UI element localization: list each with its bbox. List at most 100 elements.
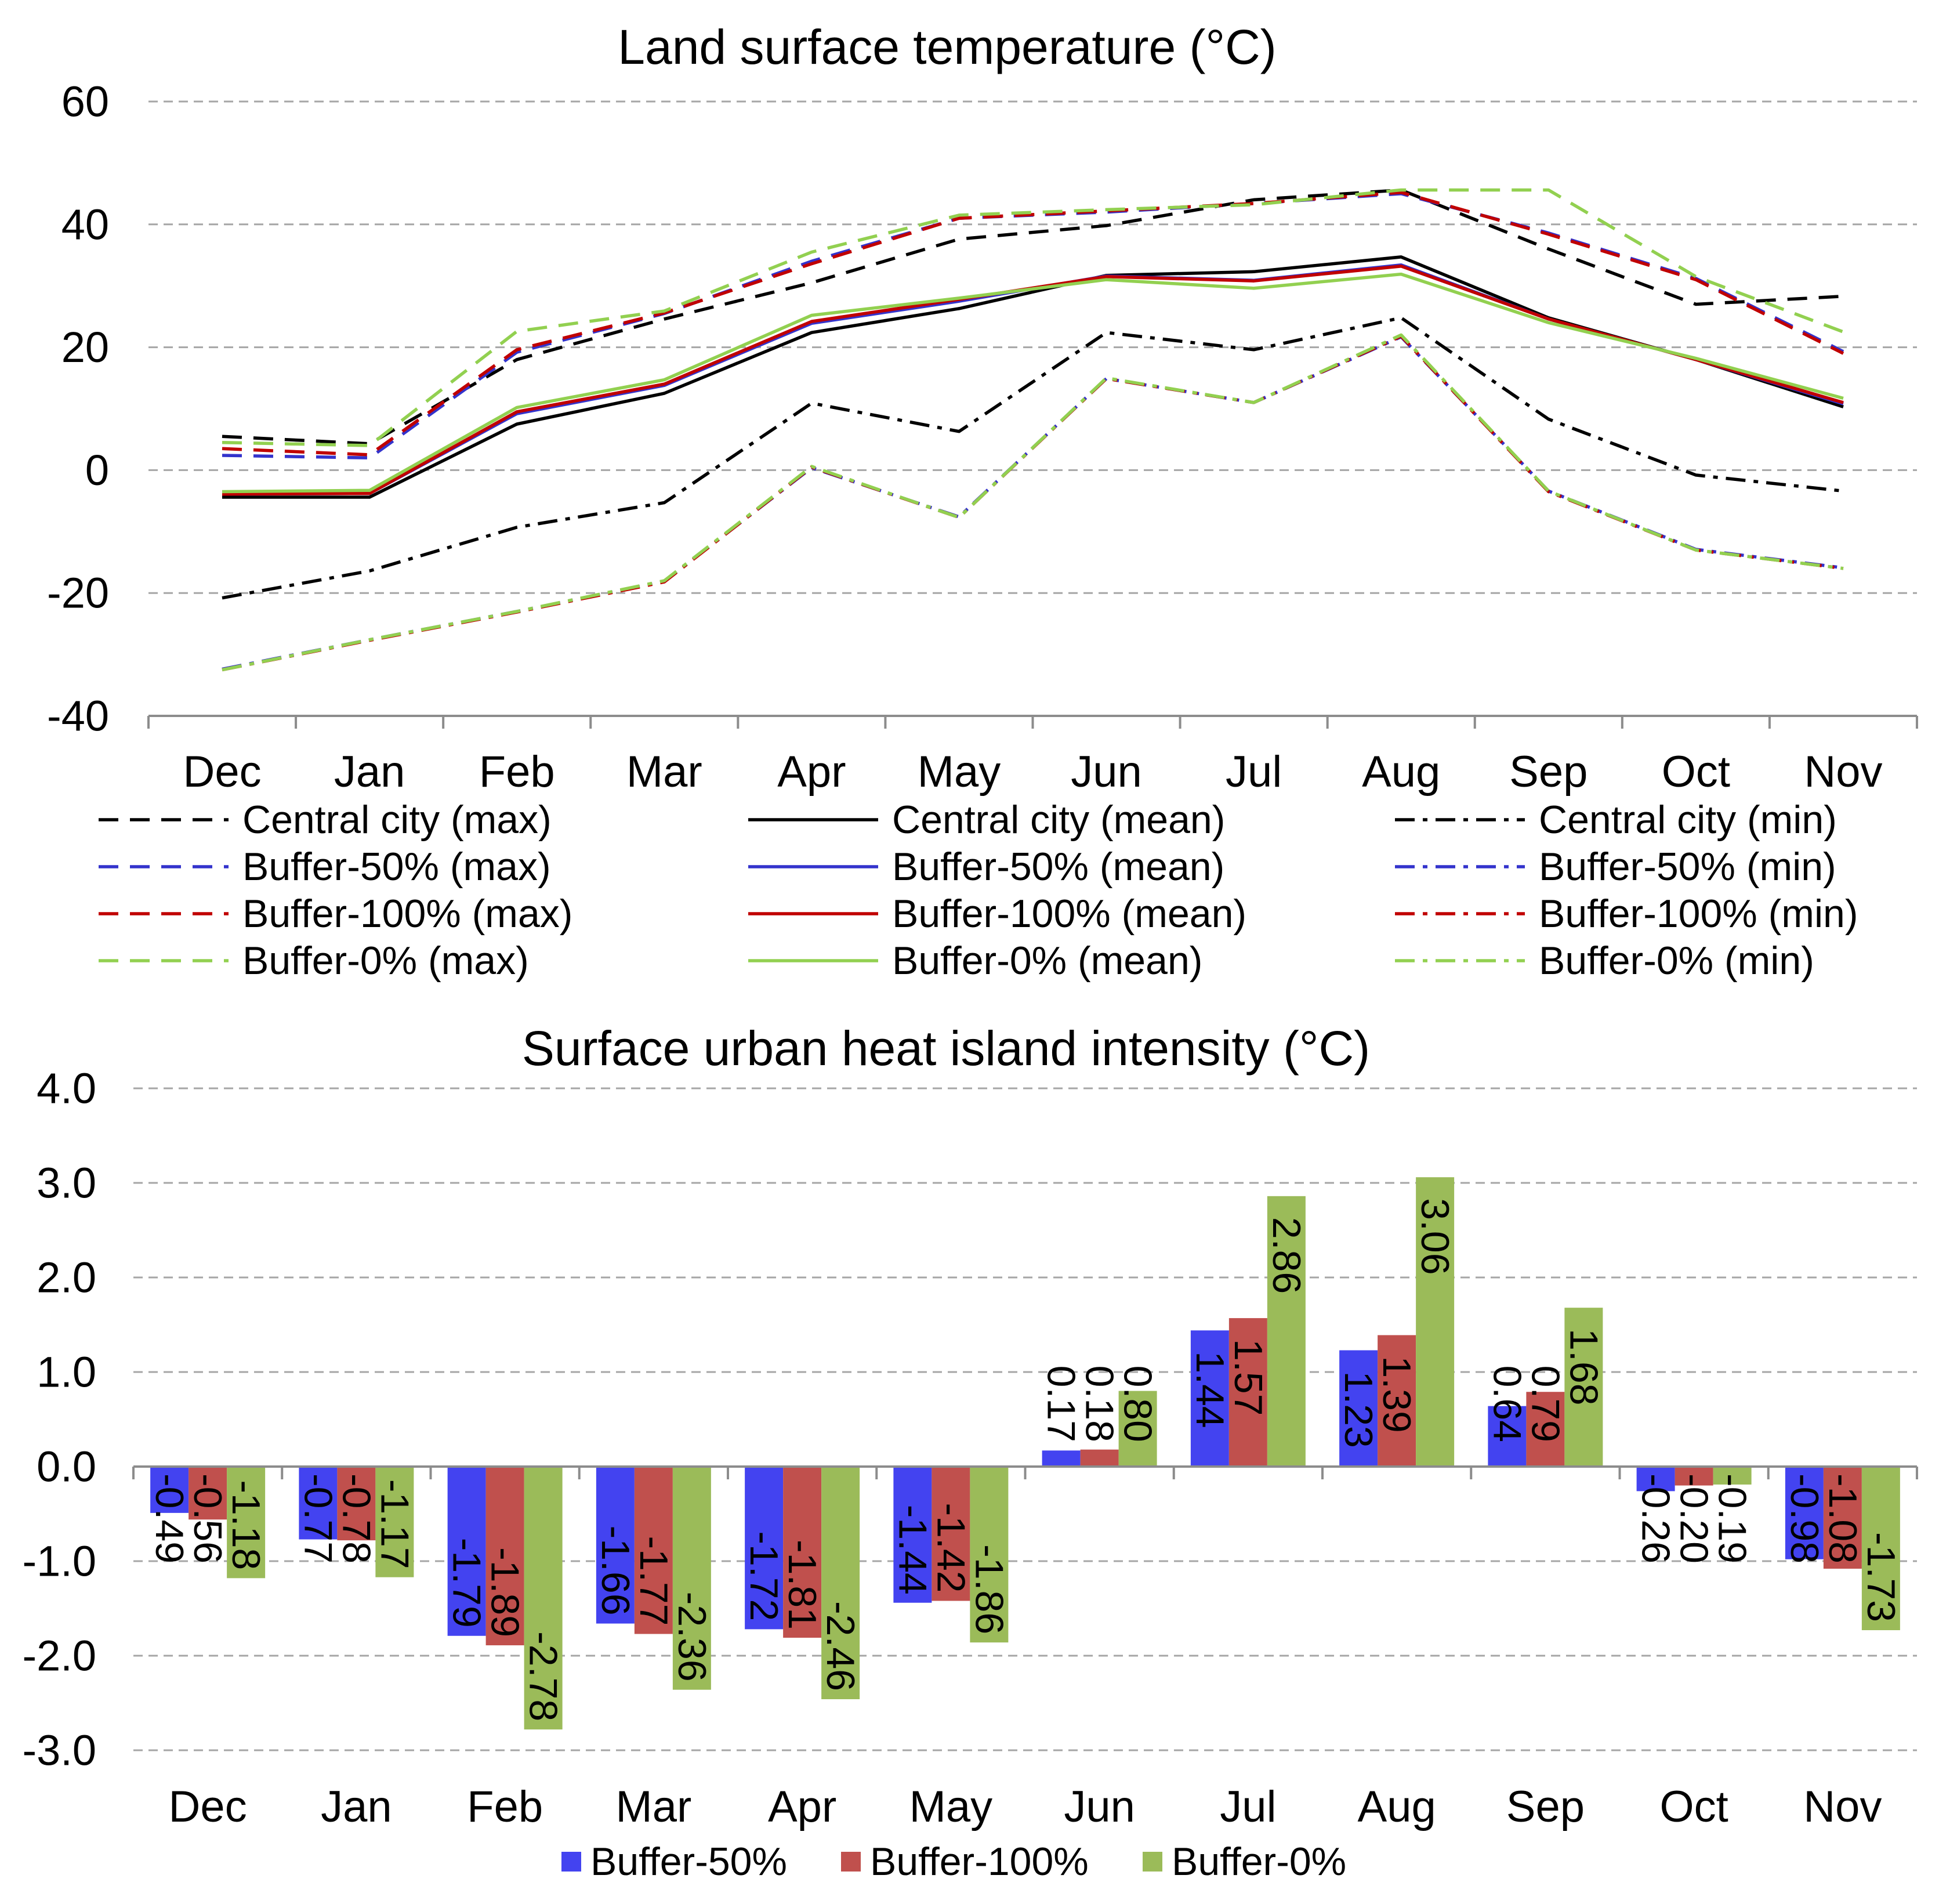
suhi-bar-buffer-100pct-oct xyxy=(1675,1467,1713,1486)
suhi-data-label-buffer-50pct-may: -1.44 xyxy=(890,1505,934,1595)
suhi-x-tick-label-jan: Jan xyxy=(321,1782,392,1831)
lst-series-line-buffer-100pct-max xyxy=(222,190,1844,457)
lst-legend-label-central-city-max: Central city (max) xyxy=(242,798,552,842)
suhi-bar-buffer-50pct-mar xyxy=(596,1467,635,1624)
lst-legend-label-buffer-0pct-min: Buffer-0% (min) xyxy=(1539,939,1814,983)
lst-series-line-buffer-0pct-min xyxy=(222,333,1844,672)
suhi-bar-buffer-0pct-feb xyxy=(524,1467,563,1730)
suhi-bar-buffer-50pct-jan xyxy=(299,1467,338,1540)
suhi-y-tick-label: 2.0 xyxy=(37,1254,96,1302)
suhi-bar-buffer-100pct-apr xyxy=(783,1467,822,1638)
suhi-bar-buffer-0pct-dec xyxy=(227,1467,266,1579)
suhi-x-tick-label-dec: Dec xyxy=(169,1782,247,1831)
suhi-data-label-buffer-0pct-oct: -0.19 xyxy=(1710,1474,1755,1563)
suhi-intensity-chart: Surface urban heat island intensity (°C)… xyxy=(22,1021,1918,1884)
lst-x-tick-label-mar: Mar xyxy=(626,747,702,797)
suhi-y-tick-label: 1.0 xyxy=(37,1348,96,1396)
suhi-data-label-buffer-100pct-may: -1.42 xyxy=(929,1503,973,1592)
suhi-data-label-buffer-50pct-sep: 0.64 xyxy=(1485,1366,1529,1442)
lst-y-tick-label: -40 xyxy=(47,692,109,740)
suhi-x-tick-label-apr: Apr xyxy=(768,1782,836,1831)
lst-legend-label-central-city-mean: Central city (mean) xyxy=(892,798,1225,842)
lst-x-tick-label-dec: Dec xyxy=(183,747,261,797)
lst-y-tick-label: 60 xyxy=(61,78,109,126)
suhi-bar-buffer-100pct-aug xyxy=(1378,1335,1416,1467)
suhi-bar-buffer-50pct-jun xyxy=(1042,1450,1081,1467)
suhi-data-label-buffer-0pct-sep: 1.68 xyxy=(1561,1329,1605,1405)
lst-legend-label-buffer-0pct-mean: Buffer-0% (mean) xyxy=(892,939,1202,983)
lst-legend-label-buffer-100pct-mean: Buffer-100% (mean) xyxy=(892,892,1246,936)
suhi-data-label-buffer-0pct-feb: -2.78 xyxy=(521,1631,566,1721)
suhi-bar-buffer-0pct-jan xyxy=(375,1467,414,1577)
suhi-x-tick-label-may: May xyxy=(909,1782,993,1831)
suhi-data-label-buffer-0pct-jun: 0.80 xyxy=(1116,1366,1160,1442)
lst-series-line-central-city-max xyxy=(222,188,1844,446)
suhi-y-tick-label: 4.0 xyxy=(37,1065,96,1113)
lst-legend-label-buffer-100pct-min: Buffer-100% (min) xyxy=(1539,892,1858,936)
suhi-bar-buffer-100pct-may xyxy=(932,1467,970,1601)
lst-x-tick-label-sep: Sep xyxy=(1509,747,1588,797)
lst-series-line-buffer-0pct-max xyxy=(222,188,1844,447)
lst-series-line-buffer-50pct-mean xyxy=(222,263,1844,496)
lst-x-tick-label-jun: Jun xyxy=(1071,747,1142,797)
suhi-data-label-buffer-50pct-dec: -0.49 xyxy=(147,1474,191,1563)
lst-legend-label-buffer-0pct-max: Buffer-0% (max) xyxy=(242,939,529,983)
lst-chart-title: Land surface temperature (°C) xyxy=(618,20,1276,74)
suhi-data-label-buffer-100pct-oct: -0.20 xyxy=(1672,1474,1716,1563)
suhi-data-label-buffer-0pct-dec: -1.18 xyxy=(224,1480,268,1570)
suhi-bar-buffer-0pct-may xyxy=(970,1467,1009,1643)
lst-series-line-central-city-mean xyxy=(222,255,1844,499)
suhi-bar-buffer-50pct-jul xyxy=(1190,1330,1229,1467)
suhi-data-label-buffer-100pct-jun: 0.18 xyxy=(1078,1366,1122,1442)
lst-x-tick-label-jul: Jul xyxy=(1226,747,1282,797)
suhi-data-label-buffer-0pct-aug: 3.06 xyxy=(1413,1198,1457,1275)
suhi-bar-buffer-50pct-apr xyxy=(745,1467,784,1630)
suhi-x-tick-label-mar: Mar xyxy=(615,1782,691,1831)
suhi-bar-buffer-0pct-sep xyxy=(1564,1308,1603,1467)
suhi-bar-buffer-50pct-may xyxy=(893,1467,932,1603)
suhi-data-label-buffer-100pct-dec: -0.56 xyxy=(186,1474,230,1563)
suhi-bar-buffer-100pct-jan xyxy=(337,1467,376,1541)
suhi-bar-buffer-50pct-oct xyxy=(1636,1467,1675,1492)
suhi-x-tick-label-nov: Nov xyxy=(1803,1782,1882,1831)
lst-x-tick-label-feb: Feb xyxy=(479,747,555,797)
lst-legend-label-buffer-50pct-max: Buffer-50% (max) xyxy=(242,845,551,889)
lst-x-tick-label-nov: Nov xyxy=(1804,747,1882,797)
suhi-data-label-buffer-100pct-jul: 1.57 xyxy=(1226,1339,1270,1416)
lst-y-tick-label: -20 xyxy=(47,569,109,617)
lst-legend-label-buffer-100pct-max: Buffer-100% (max) xyxy=(242,892,572,936)
lst-y-tick-label: 0 xyxy=(85,446,109,494)
lst-x-tick-label-apr: Apr xyxy=(777,747,846,797)
lst-legend-label-buffer-50pct-min: Buffer-50% (min) xyxy=(1539,845,1836,889)
suhi-legend-label-buffer-100pct: Buffer-100% xyxy=(870,1840,1089,1884)
lst-x-tick-label-aug: Aug xyxy=(1362,747,1440,797)
suhi-y-tick-label: 3.0 xyxy=(37,1159,96,1207)
suhi-bar-buffer-50pct-aug xyxy=(1339,1350,1378,1467)
suhi-data-label-buffer-100pct-aug: 1.39 xyxy=(1375,1356,1419,1432)
suhi-x-tick-label-aug: Aug xyxy=(1358,1782,1436,1831)
suhi-data-label-buffer-50pct-feb: -1.79 xyxy=(445,1538,489,1628)
lst-x-tick-label-oct: Oct xyxy=(1662,747,1730,797)
suhi-x-tick-label-sep: Sep xyxy=(1506,1782,1585,1831)
suhi-data-label-buffer-100pct-feb: -1.89 xyxy=(483,1547,527,1637)
suhi-bar-buffer-100pct-mar xyxy=(634,1467,673,1634)
suhi-x-tick-label-jun: Jun xyxy=(1064,1782,1135,1831)
suhi-legend-label-buffer-50pct: Buffer-50% xyxy=(590,1840,787,1884)
suhi-bar-buffer-50pct-dec xyxy=(150,1467,189,1513)
suhi-data-label-buffer-50pct-nov: -0.98 xyxy=(1782,1474,1826,1563)
suhi-y-tick-label: -1.0 xyxy=(22,1537,96,1586)
suhi-data-label-buffer-0pct-jul: 2.86 xyxy=(1264,1217,1309,1294)
lst-y-tick-label: 20 xyxy=(61,323,109,371)
suhi-legend-label-buffer-0pct: Buffer-0% xyxy=(1172,1840,1346,1884)
land-surface-temperature-chart: Land surface temperature (°C) 60 40 20 0 -20 -… xyxy=(47,20,1918,983)
suhi-data-label-buffer-50pct-oct: -0.26 xyxy=(1634,1474,1678,1563)
suhi-bar-buffer-100pct-sep xyxy=(1526,1392,1565,1467)
suhi-legend-swatch-buffer-100pct xyxy=(841,1852,861,1872)
suhi-data-label-buffer-0pct-apr: -2.46 xyxy=(818,1601,862,1691)
suhi-x-tick-label-oct: Oct xyxy=(1660,1782,1728,1831)
suhi-y-tick-label: -2.0 xyxy=(22,1632,96,1680)
suhi-data-label-buffer-50pct-aug: 1.23 xyxy=(1336,1371,1380,1448)
suhi-bar-buffer-0pct-apr xyxy=(821,1467,860,1699)
suhi-bar-buffer-100pct-jun xyxy=(1080,1449,1119,1467)
